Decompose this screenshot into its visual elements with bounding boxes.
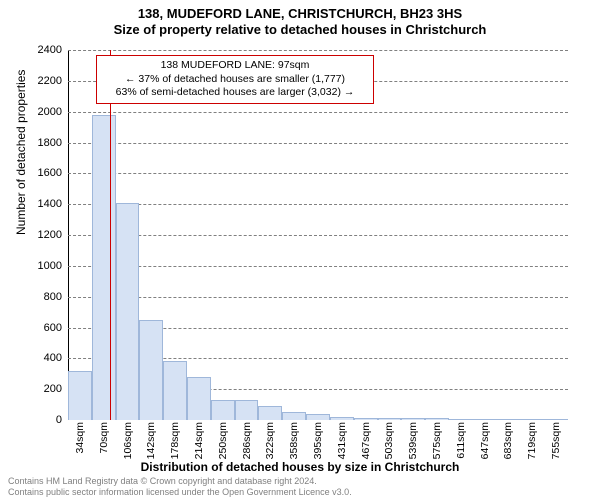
footer-line-2: Contains public sector information licen…	[8, 487, 352, 498]
xtick-label: 575sqm	[431, 422, 443, 459]
xtick-label: 358sqm	[288, 422, 300, 459]
histogram-bar	[211, 400, 235, 420]
callout-line-1: 138 MUDEFORD LANE: 97sqm	[103, 59, 367, 73]
ytick-label: 800	[44, 291, 62, 303]
ytick-label: 1800	[38, 137, 62, 149]
xtick-label: 178sqm	[169, 422, 181, 459]
gridline	[68, 50, 568, 52]
histogram-bar	[258, 406, 282, 420]
histogram-bar	[330, 417, 354, 420]
xtick-label: 214sqm	[193, 422, 205, 459]
ytick-label: 1600	[38, 167, 62, 179]
footer-line-1: Contains HM Land Registry data © Crown c…	[8, 476, 352, 487]
histogram-bar	[187, 377, 211, 420]
gridline	[68, 235, 568, 237]
histogram-bar	[163, 361, 187, 420]
title-block: 138, MUDEFORD LANE, CHRISTCHURCH, BH23 3…	[0, 0, 600, 39]
ytick-label: 400	[44, 352, 62, 364]
histogram-bar	[378, 418, 402, 420]
xtick-label: 755sqm	[550, 422, 562, 459]
title-line-2: Size of property relative to detached ho…	[0, 22, 600, 38]
histogram-bar	[139, 320, 163, 420]
ytick-label: 1400	[38, 198, 62, 210]
reference-line	[110, 50, 111, 420]
histogram-bar	[544, 419, 568, 420]
plot-rect: 34sqm70sqm106sqm142sqm178sqm214sqm250sqm…	[68, 50, 568, 420]
ytick-label: 1000	[38, 260, 62, 272]
xtick-label: 611sqm	[455, 422, 467, 459]
callout-box: 138 MUDEFORD LANE: 97sqm← 37% of detache…	[96, 55, 374, 104]
gridline	[68, 112, 568, 114]
histogram-bar	[497, 419, 521, 420]
callout-line-2: ← 37% of detached houses are smaller (1,…	[103, 73, 367, 87]
xtick-label: 647sqm	[479, 422, 491, 459]
histogram-bar	[282, 412, 306, 420]
histogram-bar	[354, 418, 378, 420]
chart-area: 34sqm70sqm106sqm142sqm178sqm214sqm250sqm…	[68, 50, 568, 420]
ytick-label: 600	[44, 322, 62, 334]
xtick-label: 539sqm	[407, 422, 419, 459]
ytick-label: 2200	[38, 75, 62, 87]
ytick-label: 1200	[38, 229, 62, 241]
histogram-bar	[68, 371, 92, 420]
xtick-label: 431sqm	[336, 422, 348, 459]
xtick-label: 467sqm	[360, 422, 372, 459]
gridline	[68, 204, 568, 206]
gridline	[68, 173, 568, 175]
xtick-label: 683sqm	[502, 422, 514, 459]
histogram-bar	[235, 400, 259, 420]
ytick-label: 200	[44, 383, 62, 395]
xtick-label: 106sqm	[122, 422, 134, 459]
xtick-label: 719sqm	[526, 422, 538, 459]
ytick-label: 0	[56, 414, 62, 426]
xtick-label: 395sqm	[312, 422, 324, 459]
gridline	[68, 297, 568, 299]
ytick-label: 2400	[38, 44, 62, 56]
histogram-bar	[306, 414, 330, 420]
ytick-label: 2000	[38, 106, 62, 118]
gridline	[68, 143, 568, 145]
histogram-bar	[473, 419, 497, 420]
xtick-label: 503sqm	[383, 422, 395, 459]
histogram-bar	[520, 419, 544, 420]
histogram-bar	[401, 418, 425, 420]
x-axis-label: Distribution of detached houses by size …	[0, 460, 600, 474]
callout-line-3: 63% of semi-detached houses are larger (…	[103, 86, 367, 100]
xtick-label: 250sqm	[217, 422, 229, 459]
xtick-label: 322sqm	[264, 422, 276, 459]
title-line-1: 138, MUDEFORD LANE, CHRISTCHURCH, BH23 3…	[0, 6, 600, 22]
histogram-bar	[116, 203, 140, 420]
histogram-bar	[92, 115, 116, 420]
y-axis-label: Number of detached properties	[14, 70, 28, 235]
histogram-bar	[449, 419, 473, 420]
histogram-bar	[425, 418, 449, 420]
xtick-label: 142sqm	[145, 422, 157, 459]
xtick-label: 286sqm	[241, 422, 253, 459]
footer-attribution: Contains HM Land Registry data © Crown c…	[8, 476, 352, 498]
xtick-label: 34sqm	[74, 422, 86, 454]
xtick-label: 70sqm	[98, 422, 110, 454]
gridline	[68, 266, 568, 268]
